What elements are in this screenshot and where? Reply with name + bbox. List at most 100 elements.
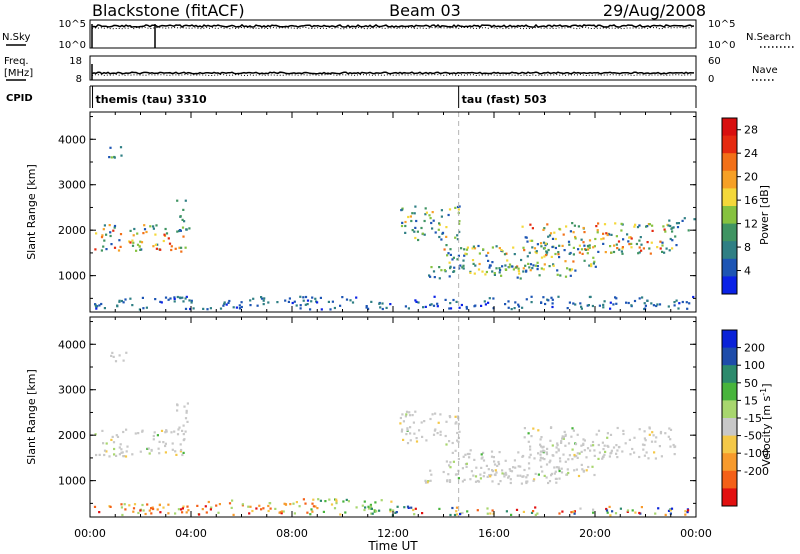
cell bbox=[596, 231, 599, 234]
cell bbox=[347, 500, 350, 503]
cell bbox=[239, 307, 242, 310]
cell bbox=[517, 303, 520, 306]
cell bbox=[525, 236, 528, 239]
cell bbox=[542, 296, 545, 299]
cell bbox=[328, 498, 331, 501]
cell bbox=[268, 502, 271, 505]
cell bbox=[402, 438, 405, 441]
cell bbox=[414, 236, 417, 240]
cell bbox=[295, 501, 298, 504]
cell bbox=[188, 227, 191, 230]
cell bbox=[410, 506, 413, 509]
cell bbox=[633, 225, 636, 228]
cell bbox=[110, 354, 113, 357]
cell bbox=[522, 454, 525, 458]
cell bbox=[460, 303, 463, 307]
cell bbox=[501, 472, 504, 475]
cell bbox=[150, 512, 153, 515]
cell bbox=[442, 470, 445, 474]
cell bbox=[299, 304, 302, 307]
cell bbox=[471, 259, 475, 262]
cell bbox=[568, 301, 571, 304]
cell bbox=[293, 512, 296, 515]
cell bbox=[579, 302, 582, 305]
cell bbox=[547, 248, 550, 252]
cell bbox=[606, 436, 609, 439]
cell bbox=[560, 441, 563, 444]
cell bbox=[94, 248, 97, 251]
cell bbox=[573, 453, 576, 457]
cell bbox=[156, 243, 159, 246]
cell bbox=[663, 228, 666, 231]
cell bbox=[238, 304, 241, 307]
cell bbox=[367, 307, 370, 310]
cell bbox=[365, 306, 368, 309]
cell bbox=[160, 429, 164, 432]
colorbar-segment bbox=[722, 400, 737, 419]
cell bbox=[440, 209, 443, 212]
cell bbox=[527, 440, 530, 443]
cell bbox=[615, 302, 618, 305]
cell bbox=[249, 299, 252, 302]
cell bbox=[578, 452, 581, 455]
cell bbox=[119, 245, 122, 248]
cell bbox=[345, 298, 349, 301]
cell bbox=[152, 438, 155, 441]
cell bbox=[582, 226, 585, 230]
cell bbox=[525, 270, 528, 273]
cell bbox=[284, 299, 287, 302]
cell bbox=[505, 252, 508, 255]
cell bbox=[421, 435, 424, 438]
cell bbox=[425, 211, 428, 214]
cell bbox=[577, 248, 580, 251]
cell bbox=[615, 235, 618, 238]
cell bbox=[124, 455, 128, 458]
cell bbox=[618, 445, 621, 449]
cell bbox=[482, 248, 485, 251]
cell bbox=[138, 308, 141, 311]
cell bbox=[156, 508, 159, 511]
cell bbox=[660, 455, 663, 458]
cell bbox=[320, 308, 323, 311]
cell bbox=[457, 254, 460, 257]
cell bbox=[429, 217, 432, 220]
cell bbox=[446, 480, 449, 483]
cell bbox=[642, 448, 645, 451]
cell bbox=[202, 307, 205, 310]
cell bbox=[573, 455, 576, 458]
cell bbox=[413, 513, 416, 516]
cell bbox=[574, 269, 577, 272]
cell bbox=[471, 247, 474, 250]
cell bbox=[469, 449, 472, 452]
cell bbox=[445, 420, 448, 423]
cell bbox=[558, 477, 561, 480]
cell bbox=[554, 470, 557, 473]
cell bbox=[122, 455, 125, 458]
cell bbox=[474, 475, 478, 478]
cell bbox=[298, 505, 301, 508]
cell bbox=[395, 511, 398, 514]
cell bbox=[314, 297, 317, 300]
cell bbox=[566, 267, 569, 270]
cell bbox=[284, 503, 287, 506]
cell bbox=[560, 440, 563, 443]
cell bbox=[178, 426, 181, 429]
cell bbox=[404, 220, 407, 224]
cell bbox=[438, 266, 441, 269]
cell bbox=[406, 429, 409, 432]
cell bbox=[487, 301, 490, 304]
cell bbox=[170, 245, 173, 248]
cell bbox=[179, 215, 182, 218]
cell bbox=[405, 410, 409, 413]
cell bbox=[668, 249, 671, 252]
power-colorbar-label: Power [dB] bbox=[758, 185, 771, 245]
cell bbox=[432, 219, 435, 222]
cell bbox=[267, 509, 270, 513]
cell bbox=[162, 506, 165, 509]
colorbar-segment bbox=[722, 453, 737, 472]
cell bbox=[494, 469, 497, 472]
cell bbox=[424, 305, 427, 308]
cell bbox=[527, 462, 531, 465]
cell bbox=[669, 512, 672, 515]
